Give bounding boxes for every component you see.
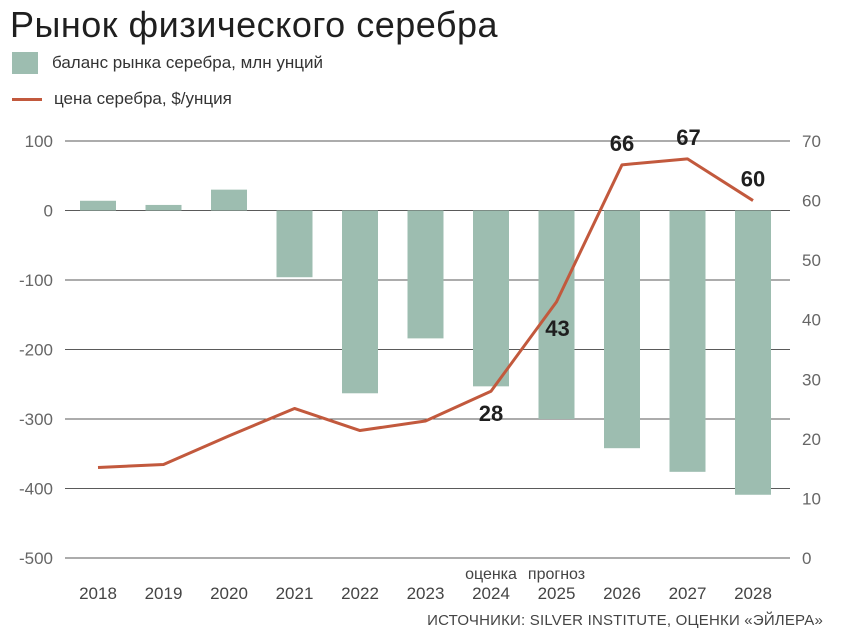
price-data-label: 60 bbox=[741, 167, 765, 192]
price-line bbox=[97, 157, 754, 469]
bar bbox=[538, 210, 575, 419]
y-right-tick-label: 30 bbox=[802, 370, 821, 389]
y-right-tick-label: 60 bbox=[802, 192, 821, 211]
bar bbox=[145, 204, 182, 211]
y-right-tick-label: 50 bbox=[802, 251, 821, 270]
y-left-tick-label: -200 bbox=[19, 341, 53, 360]
bar bbox=[735, 210, 771, 495]
y-left-tick-label: -400 bbox=[19, 480, 53, 499]
y-left-tick-label: -300 bbox=[19, 410, 53, 429]
x-category-note: оценка bbox=[465, 566, 517, 583]
y-left-tick-label: -100 bbox=[19, 271, 53, 290]
x-tick-label: 2022 bbox=[341, 584, 379, 603]
chart-title: Рынок физического серебра bbox=[10, 4, 499, 45]
source-note: ИСТОЧНИКИ: SILVER INSTITUTE, ОЦЕНКИ «ЭЙЛ… bbox=[427, 612, 823, 629]
x-tick-label: 2023 bbox=[407, 584, 445, 603]
x-tick-label: 2018 bbox=[79, 584, 117, 603]
bar bbox=[473, 210, 509, 387]
price-data-label: 66 bbox=[610, 131, 634, 156]
legend-swatch-bar bbox=[12, 52, 38, 74]
x-tick-label: 2025 bbox=[538, 584, 576, 603]
y-right-tick-label: 70 bbox=[802, 132, 821, 151]
legend-label-price: цена серебра, $/унция bbox=[54, 89, 232, 108]
x-category-note: прогноз bbox=[528, 566, 585, 583]
x-tick-label: 2024 bbox=[472, 584, 510, 603]
bar bbox=[211, 189, 247, 211]
y-left-tick-label: 0 bbox=[44, 202, 53, 221]
x-tick-label: 2021 bbox=[276, 584, 314, 603]
y-left-tick-label: -500 bbox=[19, 549, 53, 568]
price-data-label: 28 bbox=[479, 401, 503, 426]
bar bbox=[669, 210, 706, 472]
y-right-tick-label: 10 bbox=[802, 489, 821, 508]
y-right-tick-label: 20 bbox=[802, 430, 821, 449]
bar bbox=[407, 210, 444, 339]
bar bbox=[342, 210, 378, 394]
y-right-tick-label: 40 bbox=[802, 311, 821, 330]
bar bbox=[276, 210, 313, 278]
x-tick-label: 2028 bbox=[734, 584, 772, 603]
x-tick-label: 2020 bbox=[210, 584, 248, 603]
x-tick-label: 2027 bbox=[669, 584, 707, 603]
price-data-label: 43 bbox=[545, 316, 569, 341]
x-tick-label: 2019 bbox=[145, 584, 183, 603]
legend-item-price: цена серебра, $/унция bbox=[12, 89, 232, 109]
legend-swatch-line bbox=[12, 97, 42, 101]
legend-item-balance: баланс рынка серебра, млн унций bbox=[12, 52, 323, 74]
bar bbox=[80, 200, 116, 211]
y-right-tick-label: 0 bbox=[802, 549, 811, 568]
bar bbox=[604, 210, 640, 449]
x-tick-label: 2026 bbox=[603, 584, 641, 603]
legend-label-balance: баланс рынка серебра, млн унций bbox=[52, 53, 323, 72]
y-left-tick-label: 100 bbox=[25, 132, 53, 151]
price-data-label: 67 bbox=[676, 125, 700, 150]
